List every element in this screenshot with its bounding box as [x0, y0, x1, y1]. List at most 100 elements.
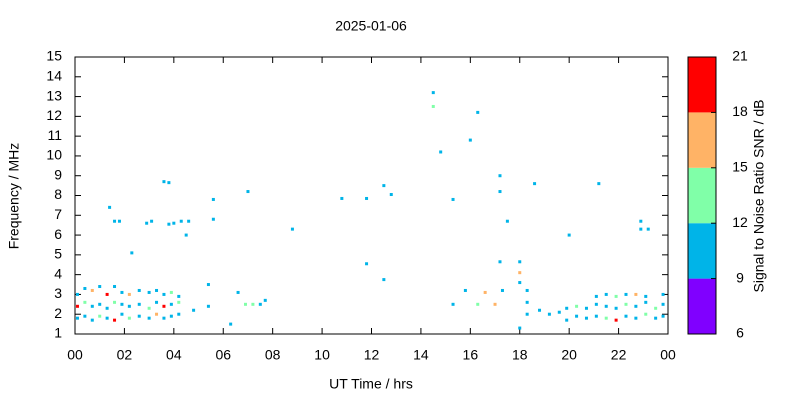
data-point: [169, 290, 173, 294]
data-point: [597, 182, 601, 186]
data-point: [661, 292, 665, 296]
data-point: [518, 326, 522, 330]
y-tick-label: 9: [54, 166, 62, 182]
colorbar-segment: [688, 167, 716, 224]
data-point: [108, 205, 112, 209]
colorbar-tick-label: 15: [732, 159, 748, 175]
data-point: [483, 290, 487, 294]
data-point: [468, 138, 472, 142]
data-point: [150, 219, 154, 223]
data-point: [251, 302, 255, 306]
y-tick-label: 14: [46, 67, 62, 83]
data-point: [525, 300, 529, 304]
x-tick-label: 04: [166, 347, 182, 363]
chart-title: 2025-01-06: [335, 18, 407, 34]
data-point: [644, 312, 648, 316]
data-point: [75, 304, 79, 308]
colorbar-tick-label: 21: [732, 48, 748, 64]
data-point: [604, 304, 608, 308]
data-point: [177, 300, 181, 304]
data-point: [498, 190, 502, 194]
data-point: [120, 302, 124, 306]
data-point: [575, 314, 579, 318]
y-tick-label: 15: [46, 48, 62, 64]
x-tick-label: 18: [512, 347, 528, 363]
data-point: [547, 312, 551, 316]
x-tick-label: 14: [413, 347, 429, 363]
data-point: [644, 294, 648, 298]
data-point: [382, 278, 386, 282]
data-point: [243, 302, 247, 306]
data-point: [145, 221, 149, 225]
data-point: [155, 300, 159, 304]
data-point: [365, 196, 369, 200]
x-tick-label: 12: [364, 347, 380, 363]
data-point: [127, 304, 131, 308]
data-point: [127, 316, 131, 320]
data-point: [147, 290, 151, 294]
x-tick-label: 00: [660, 347, 676, 363]
data-point: [594, 294, 598, 298]
data-point: [654, 306, 658, 310]
data-point: [567, 233, 571, 237]
data-point: [105, 316, 109, 320]
data-point: [179, 219, 183, 223]
data-point: [639, 219, 643, 223]
data-point: [634, 316, 638, 320]
data-point: [604, 292, 608, 296]
data-point: [525, 312, 529, 316]
data-point: [290, 227, 294, 231]
y-tick-label: 5: [54, 246, 62, 262]
data-point: [206, 304, 210, 308]
data-point: [169, 314, 173, 318]
data-point: [594, 314, 598, 318]
data-point: [646, 227, 650, 231]
data-point: [594, 302, 598, 306]
data-point: [206, 283, 210, 287]
data-point: [451, 302, 455, 306]
data-point: [654, 316, 658, 320]
y-tick-label: 11: [47, 127, 62, 143]
data-point: [439, 150, 443, 154]
y-tick-label: 7: [54, 206, 62, 222]
data-point: [463, 288, 467, 292]
data-point: [155, 288, 159, 292]
data-point: [147, 316, 151, 320]
data-point: [120, 290, 124, 294]
y-tick-label: 10: [46, 147, 62, 163]
data-point: [661, 314, 665, 318]
x-tick-label: 20: [561, 347, 577, 363]
data-point: [498, 174, 502, 178]
data-point: [518, 260, 522, 264]
colorbar-tick-label: 12: [732, 214, 748, 230]
data-point: [584, 316, 588, 320]
data-point: [565, 306, 569, 310]
data-point: [525, 288, 529, 292]
data-point: [476, 302, 480, 306]
y-tick-label: 13: [46, 87, 62, 103]
x-tick-label: 06: [215, 347, 231, 363]
data-point: [661, 302, 665, 306]
data-point: [162, 180, 166, 184]
data-point: [431, 104, 435, 108]
colorbar-segment: [688, 278, 716, 334]
data-point: [75, 316, 79, 320]
y-tick-label: 8: [54, 186, 62, 202]
data-point: [614, 294, 618, 298]
data-point: [382, 184, 386, 188]
data-point: [500, 288, 504, 292]
data-point: [172, 221, 176, 225]
data-point: [177, 294, 181, 298]
data-point: [263, 298, 267, 302]
data-point: [639, 227, 643, 231]
x-tick-label: 02: [117, 347, 133, 363]
data-point: [258, 302, 262, 306]
data-point: [634, 304, 638, 308]
data-point: [147, 306, 151, 310]
data-point: [584, 306, 588, 310]
colorbar-tick-label: 18: [732, 103, 748, 119]
data-point: [137, 314, 141, 318]
colorbar-segment: [688, 57, 716, 113]
data-point: [130, 251, 134, 255]
data-point: [624, 292, 628, 296]
